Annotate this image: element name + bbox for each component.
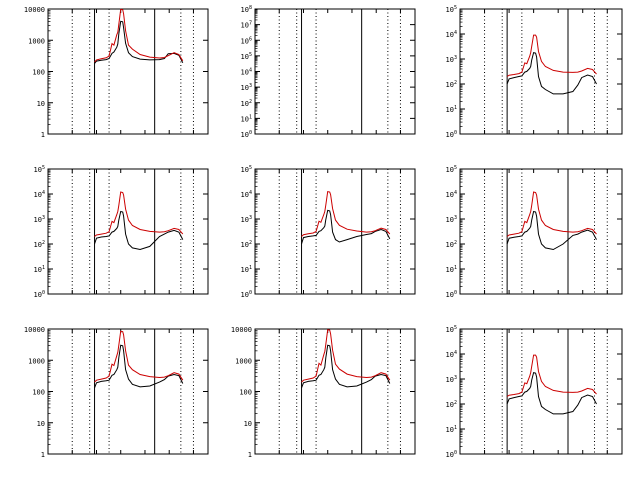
events-series-line bbox=[506, 51, 597, 95]
y-tick-label: 104 bbox=[241, 190, 252, 199]
events-series-line bbox=[94, 210, 184, 251]
lld-series-line bbox=[94, 191, 184, 237]
y-tick-label: 1 bbox=[41, 131, 45, 139]
lld-series-line bbox=[94, 330, 184, 383]
y-tick-label: 103 bbox=[241, 83, 252, 92]
y-tick-label: 101 bbox=[446, 425, 457, 434]
plot-frame bbox=[254, 8, 416, 135]
plot-panel-det-2: 100 101 102 103 104 105 106 107 108 bbox=[241, 5, 416, 139]
y-tick-label: 1000 bbox=[235, 357, 252, 365]
y-tick-label: 100 bbox=[446, 130, 457, 139]
y-tick-label: 100 bbox=[241, 130, 252, 139]
y-tick-label: 104 bbox=[446, 30, 457, 39]
y-tick-label: 1000 bbox=[28, 357, 45, 365]
y-tick-label: 103 bbox=[446, 215, 457, 224]
events-series-line bbox=[301, 344, 391, 389]
y-tick-label: 10 bbox=[244, 420, 252, 428]
y-tick-label: 102 bbox=[446, 400, 457, 409]
y-tick-label: 102 bbox=[241, 240, 252, 249]
plot-frame bbox=[459, 328, 623, 455]
y-tick-label: 102 bbox=[241, 99, 252, 108]
y-tick-label: 1000 bbox=[28, 37, 45, 45]
y-tick-label: 104 bbox=[446, 350, 457, 359]
lld-series-line bbox=[506, 34, 597, 77]
events-series-line bbox=[506, 210, 597, 251]
y-tick-label: 103 bbox=[446, 55, 457, 64]
y-tick-label: 100 bbox=[239, 389, 252, 397]
plot-panel-det-4: 100 101 102 103 104 105 bbox=[34, 165, 209, 299]
plot-frame bbox=[47, 8, 209, 135]
y-tick-label: 101 bbox=[446, 265, 457, 274]
y-tick-label: 10 bbox=[37, 420, 45, 428]
plot-frame bbox=[459, 8, 623, 135]
events-series-line bbox=[94, 344, 184, 389]
y-tick-label: 105 bbox=[34, 165, 45, 174]
y-tick-label: 1 bbox=[41, 451, 45, 459]
y-tick-label: 101 bbox=[34, 265, 45, 274]
plot-panel-det-9: 100 101 102 103 104 105 bbox=[446, 325, 623, 459]
y-tick-label: 106 bbox=[241, 36, 252, 45]
y-tick-label: 1 bbox=[248, 451, 252, 459]
plot-frame bbox=[47, 328, 209, 455]
lld-series-line bbox=[506, 191, 597, 237]
y-tick-label: 103 bbox=[241, 215, 252, 224]
y-tick-label: 10 bbox=[37, 100, 45, 108]
y-tick-label: 10000 bbox=[231, 326, 252, 334]
y-tick-label: 100 bbox=[32, 69, 45, 77]
y-tick-label: 103 bbox=[34, 215, 45, 224]
y-tick-label: 10000 bbox=[24, 6, 45, 14]
plot-panel-det-1: 1 10 100 1000 10000 bbox=[24, 6, 209, 139]
plot-panel-det-3: 100 101 102 103 104 105 bbox=[446, 5, 623, 139]
y-tick-label: 100 bbox=[32, 389, 45, 397]
plot-frame bbox=[254, 168, 416, 295]
y-tick-label: 103 bbox=[446, 375, 457, 384]
plot-panel-det-6: 100 101 102 103 104 105 bbox=[446, 165, 623, 299]
y-tick-label: 100 bbox=[446, 450, 457, 459]
lld-series-line bbox=[301, 191, 391, 237]
y-tick-label: 104 bbox=[241, 68, 252, 77]
lld-series-line bbox=[94, 8, 184, 63]
y-tick-label: 101 bbox=[241, 265, 252, 274]
y-tick-label: 104 bbox=[34, 190, 45, 199]
y-tick-label: 105 bbox=[446, 325, 457, 334]
y-tick-label: 104 bbox=[446, 190, 457, 199]
y-tick-label: 105 bbox=[446, 5, 457, 14]
y-tick-label: 101 bbox=[446, 105, 457, 114]
y-tick-label: 102 bbox=[446, 240, 457, 249]
plot-frame bbox=[254, 328, 416, 455]
y-tick-label: 100 bbox=[446, 290, 457, 299]
y-tick-label: 108 bbox=[241, 5, 252, 14]
events-series-line bbox=[301, 209, 391, 245]
y-tick-label: 105 bbox=[446, 165, 457, 174]
y-tick-label: 101 bbox=[241, 114, 252, 123]
y-tick-label: 107 bbox=[241, 21, 252, 30]
y-tick-label: 102 bbox=[446, 80, 457, 89]
y-tick-label: 105 bbox=[241, 52, 252, 61]
plot-frame bbox=[47, 168, 209, 295]
y-tick-label: 100 bbox=[34, 290, 45, 299]
plot-panel-det-8: 1 10 100 1000 10000 bbox=[231, 326, 416, 459]
lld-series-line bbox=[506, 354, 597, 397]
y-tick-label: 102 bbox=[34, 240, 45, 249]
events-series-line bbox=[506, 371, 597, 415]
y-tick-label: 100 bbox=[241, 290, 252, 299]
plot-panel-det-7: 1 10 100 1000 10000 bbox=[24, 326, 209, 459]
lld-series-line bbox=[301, 329, 391, 383]
plot-frame bbox=[459, 168, 623, 295]
y-tick-label: 10000 bbox=[24, 326, 45, 334]
plot-panel-det-5: 100 101 102 103 104 105 bbox=[241, 165, 416, 299]
y-tick-label: 105 bbox=[241, 165, 252, 174]
